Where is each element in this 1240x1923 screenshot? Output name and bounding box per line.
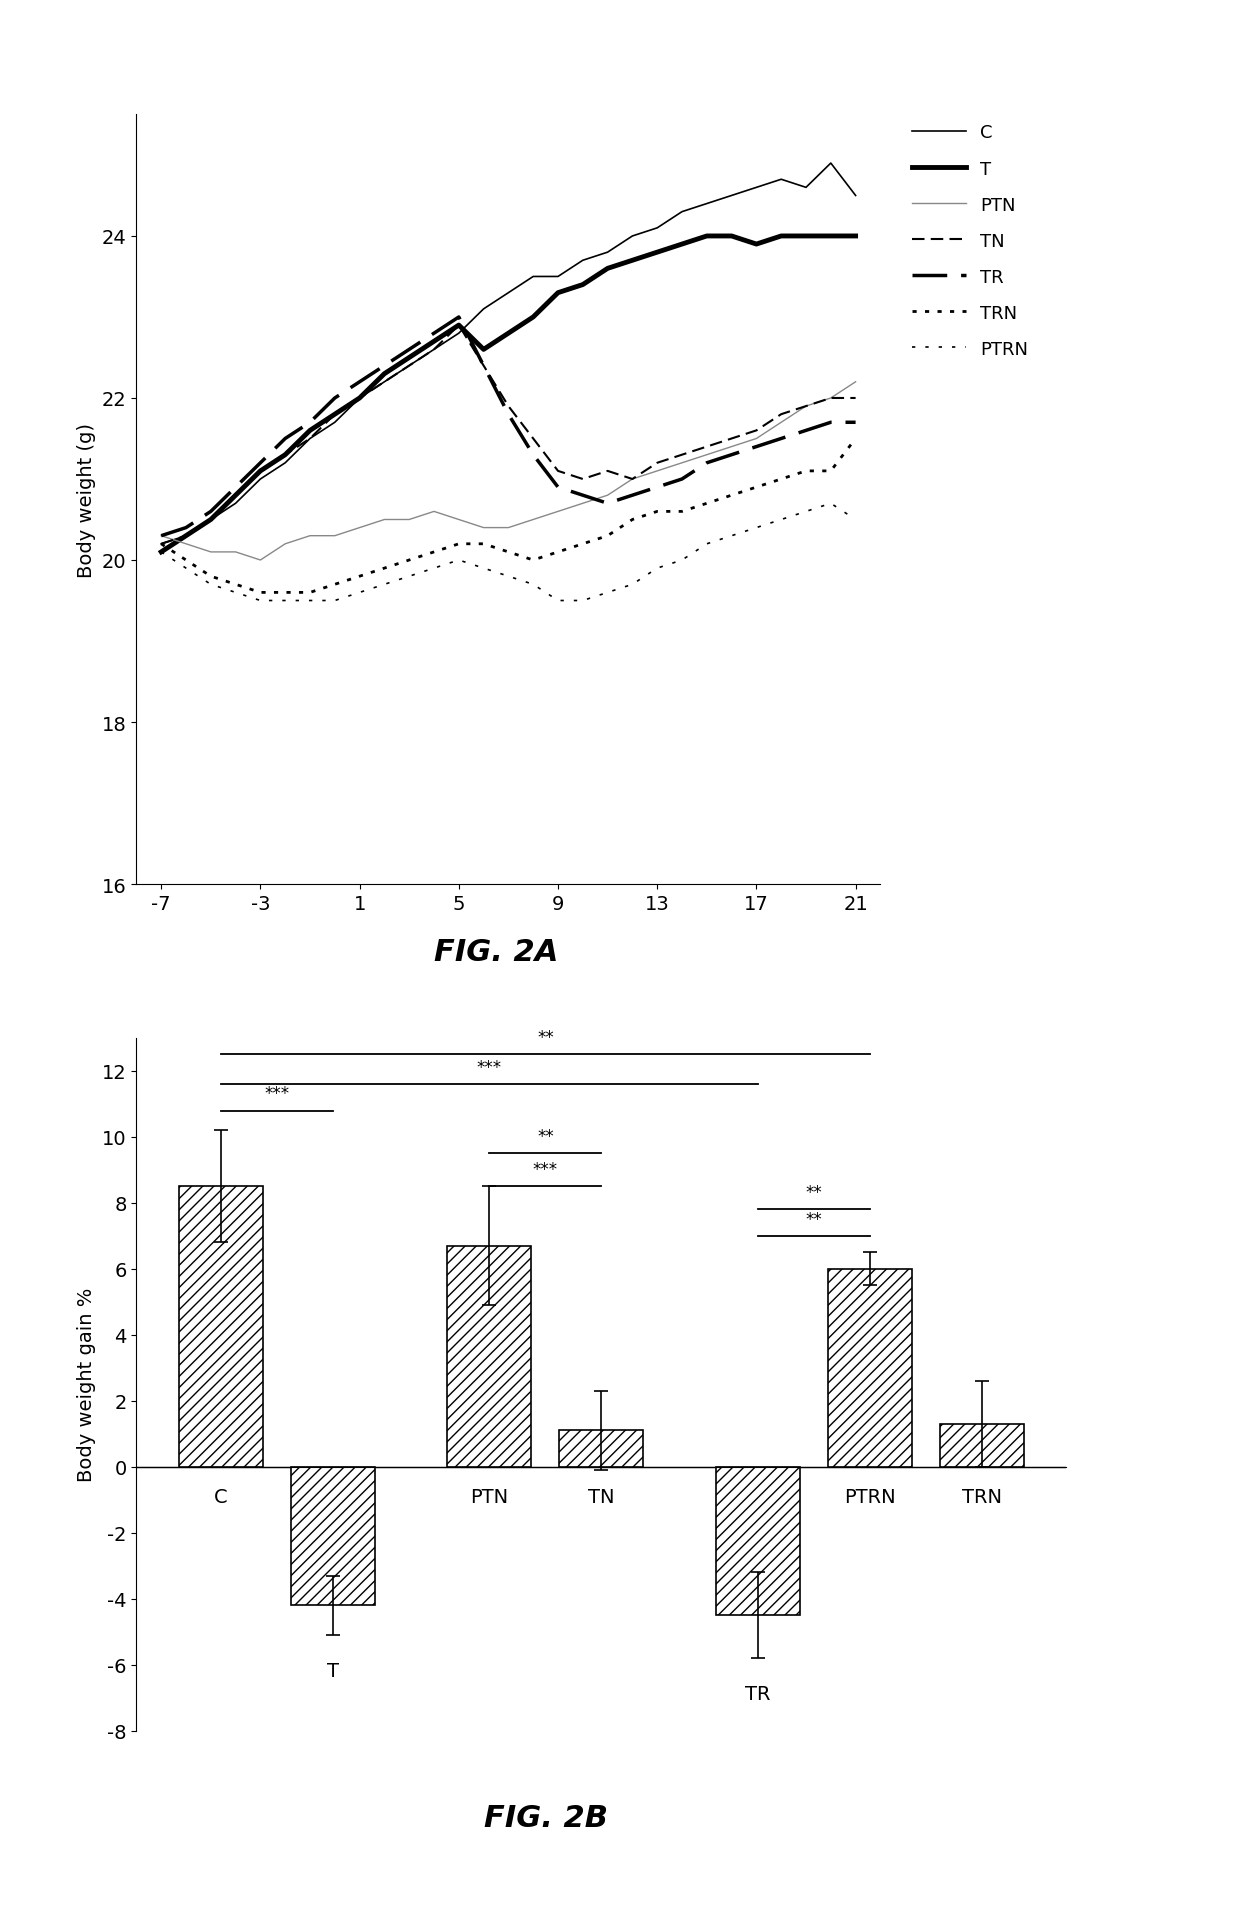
Text: PTRN: PTRN — [844, 1486, 897, 1506]
Bar — [940, 1425, 1024, 1467]
Text: PTN: PTN — [470, 1486, 508, 1506]
Text: ***: *** — [264, 1085, 289, 1102]
Y-axis label: Body weight (g): Body weight (g) — [77, 423, 97, 577]
Bar — [448, 1246, 532, 1467]
Text: TRN: TRN — [962, 1486, 1002, 1506]
Text: FIG. 2A: FIG. 2A — [434, 937, 558, 967]
Text: TR: TR — [745, 1685, 771, 1704]
Text: ***: *** — [477, 1058, 502, 1077]
Text: **: ** — [806, 1210, 822, 1229]
Text: **: ** — [537, 1029, 554, 1046]
Text: **: ** — [806, 1185, 822, 1202]
Bar — [828, 1269, 913, 1467]
Text: C: C — [213, 1486, 227, 1506]
Text: ***: *** — [533, 1161, 558, 1179]
Text: TN: TN — [588, 1486, 615, 1506]
Y-axis label: Body weight gain %: Body weight gain % — [77, 1286, 97, 1483]
Bar — [179, 1186, 263, 1467]
Bar — [717, 1467, 800, 1615]
Text: **: ** — [537, 1127, 554, 1146]
Legend: C, T, PTN, TN, TR, TRN, PTRN: C, T, PTN, TN, TR, TRN, PTRN — [911, 125, 1028, 358]
Bar — [290, 1467, 374, 1606]
Bar — [559, 1431, 644, 1467]
Text: T: T — [326, 1661, 339, 1681]
Text: FIG. 2B: FIG. 2B — [484, 1802, 608, 1833]
